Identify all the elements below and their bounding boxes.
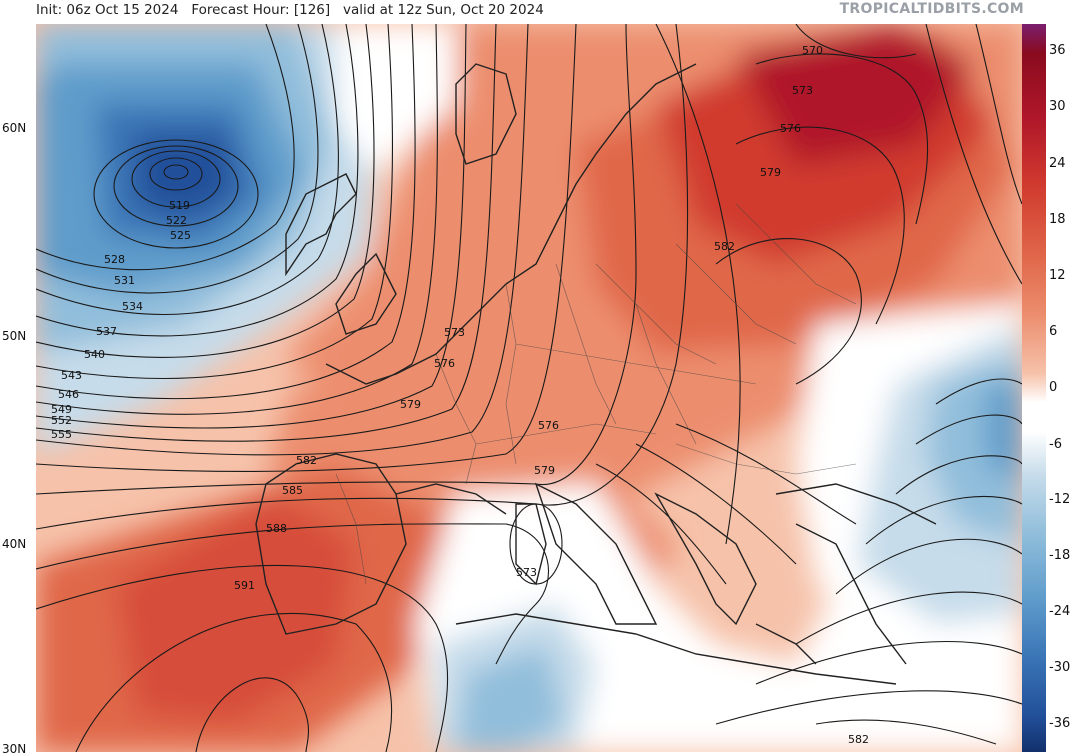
- colorbar-tick-24: 24: [1049, 156, 1066, 171]
- label-579-b: 576: [538, 419, 559, 432]
- lat-label-50n: 50N: [2, 329, 27, 343]
- label-552: 552: [51, 414, 72, 427]
- brand-logo-text: TROPICALTIDBITS.COM: [839, 1, 1024, 17]
- colorbar-tick-neg6: -6: [1049, 437, 1062, 452]
- colorbar-tick-neg30: -30: [1049, 660, 1071, 675]
- colorbar-tick-12: 12: [1049, 268, 1066, 283]
- header: Init: 06z Oct 15 2024 Forecast Hour: [12…: [0, 0, 1080, 24]
- label-522: 522: [166, 214, 187, 227]
- coastlines: [255, 63, 937, 685]
- label-585: 585: [282, 484, 303, 497]
- label-591: 591: [234, 579, 255, 592]
- colorbar-tick-neg36: -36: [1049, 716, 1071, 731]
- label-573-b: 573: [516, 566, 537, 579]
- colorbar-tick-6: 6: [1049, 324, 1058, 339]
- country-borders: [335, 203, 857, 585]
- label-582-a: 582: [296, 454, 317, 467]
- label-543: 543: [61, 369, 82, 382]
- forecast-hour: Forecast Hour: [126]: [191, 2, 331, 18]
- label-540: 540: [84, 348, 105, 361]
- label-519: 519: [169, 199, 190, 212]
- label-573-a: 573: [444, 326, 465, 339]
- label-528: 528: [104, 253, 125, 266]
- label-573-c: 573: [792, 84, 813, 97]
- lat-label-40n: 40N: [2, 537, 27, 551]
- weather-map: 519 522 525 528 531 534 537 540 543 546 …: [36, 24, 1022, 752]
- label-588: 588: [266, 522, 287, 535]
- contour-labels: 519 522 525 528 531 534 537 540 543 546 …: [51, 44, 869, 746]
- label-579-c: 579: [760, 166, 781, 179]
- label-555: 555: [51, 428, 72, 441]
- colorbar-tick-neg18: -18: [1049, 548, 1071, 563]
- label-582-c: 582: [714, 240, 735, 253]
- label-534: 534: [122, 300, 143, 313]
- colorbar-tick-neg12: -12: [1049, 492, 1071, 507]
- colorbar-gradient: [1022, 24, 1046, 752]
- label-549: 549: [51, 403, 72, 416]
- colorbar-tick-18: 18: [1049, 212, 1066, 227]
- colorbar-tick-30: 30: [1049, 99, 1066, 114]
- colorbar-tick-0: 0: [1049, 380, 1058, 395]
- label-576-c: 576: [780, 122, 801, 135]
- label-576-b: 579: [534, 464, 555, 477]
- label-531: 531: [114, 274, 135, 287]
- label-525: 525: [170, 229, 191, 242]
- label-546: 546: [58, 388, 79, 401]
- lat-label-30n: 30N: [2, 742, 27, 756]
- valid-time: valid at 12z Sun, Oct 20 2024: [343, 2, 544, 18]
- lat-label-60n: 60N: [2, 121, 27, 135]
- colorbar: [1022, 24, 1046, 752]
- label-537: 537: [96, 325, 117, 338]
- colorbar-tick-neg24: -24: [1049, 604, 1071, 619]
- map-canvas: 519 522 525 528 531 534 537 540 543 546 …: [36, 24, 1022, 752]
- label-582-d: 582: [848, 733, 869, 746]
- label-579-a: 579: [400, 398, 421, 411]
- label-570: 570: [802, 44, 823, 57]
- init-time: Init: 06z Oct 15 2024: [36, 2, 179, 18]
- header-info: Init: 06z Oct 15 2024 Forecast Hour: [12…: [36, 2, 544, 18]
- colorbar-tick-36: 36: [1049, 43, 1066, 58]
- label-576-a: 576: [434, 357, 455, 370]
